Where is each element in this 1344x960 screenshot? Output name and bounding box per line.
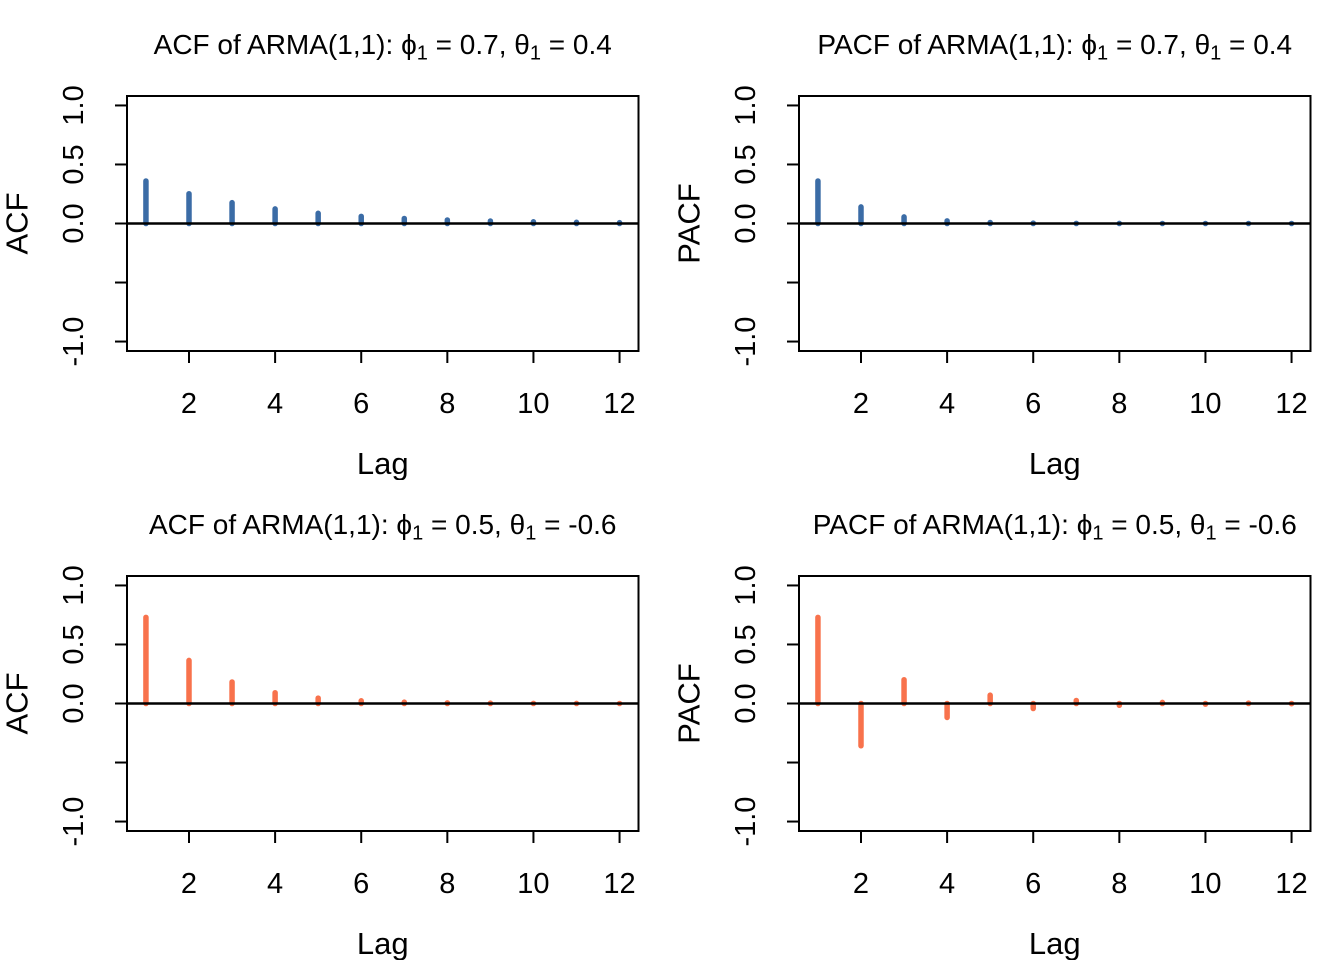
- pacf-top-right-y-axis-title: PACF: [672, 183, 707, 263]
- acf-chart-model2: 2 4 6 8 10 12 1.0 0.5 0.0 -1.0 Lag ACF ACF of ARMA(1…: [0, 509, 640, 960]
- pacf-bottom-right-x-tick-label-4: 4: [939, 868, 955, 900]
- acf-bottom-left-x-tick-label-12: 12: [603, 868, 635, 900]
- pacf-bottom-right-title: PACF of ARMA(1,1): ϕ1 = 0.5, θ1 = -0.6: [813, 509, 1297, 545]
- acf-top-left-x-axis-title: Lag: [357, 446, 409, 480]
- pacf-bottom-right-x-tick-label-10: 10: [1189, 868, 1221, 900]
- panel-bottom-right: 2 4 6 8 10 12 1.0 0.5 0.0 -1.0 Lag PACF PACF of ARMA…: [672, 480, 1344, 960]
- pacf-bottom-right-x-tick-label-8: 8: [1111, 868, 1127, 900]
- pacf-top-right-x-tick-label-2: 2: [853, 388, 869, 420]
- panel-top-right: 2 4 6 8 10 12 1.0 0.5 0.0 -1.0 Lag PACF PACF of ARMA…: [672, 0, 1344, 480]
- pacf-bottom-right-x-axis-title: Lag: [1029, 926, 1081, 960]
- acf-bottom-left-x-tick-label-2: 2: [181, 868, 197, 900]
- pacf-top-right-title: PACF of ARMA(1,1): ϕ1 = 0.7, θ1 = 0.4: [817, 29, 1292, 65]
- acf-top-left-y-tick-label--1: -1.0: [58, 317, 90, 367]
- pacf-bottom-right-y-tick-label-0.5: 0.5: [730, 624, 762, 664]
- pacf-top-right-y-tick-label--1: -1.0: [730, 317, 762, 367]
- acf-top-left-x-tick-label-12: 12: [603, 388, 635, 420]
- panel-top-left: 2 4 6 8 10 12 1.0 0.5 0.0 -1.0 Lag ACF ACF of ARMA(1…: [0, 0, 672, 480]
- acf-bottom-left-x-tick-label-8: 8: [439, 868, 455, 900]
- acf-top-left-x-tick-label-6: 6: [353, 388, 369, 420]
- acf-chart-model1: 2 4 6 8 10 12 1.0 0.5 0.0 -1.0 Lag ACF ACF of ARMA(1…: [0, 29, 640, 480]
- pacf-chart-model1: 2 4 6 8 10 12 1.0 0.5 0.0 -1.0 Lag PACF PACF of ARMA…: [672, 29, 1312, 480]
- acf-top-left-y-tick-label-1: 1.0: [58, 85, 90, 125]
- acf-top-left-x-tick-label-8: 8: [439, 388, 455, 420]
- acf-bottom-left-x-tick-label-10: 10: [517, 868, 549, 900]
- acf-top-left-y-tick-label-0: 0.0: [58, 203, 90, 243]
- pacf-top-right-x-tick-label-12: 12: [1275, 388, 1307, 420]
- pacf-bottom-right-x-tick-label-2: 2: [853, 868, 869, 900]
- acf-bottom-left-x-tick-label-4: 4: [267, 868, 283, 900]
- acf-bottom-left-y-axis-title: ACF: [0, 673, 35, 735]
- pacf-top-right-x-axis-title: Lag: [1029, 446, 1081, 480]
- acf-bottom-left-x-tick-label-6: 6: [353, 868, 369, 900]
- acf-top-left-x-tick-label-2: 2: [181, 388, 197, 420]
- pacf-top-right-y-tick-label-0.5: 0.5: [730, 144, 762, 184]
- acf-bottom-left-x-axis-title: Lag: [357, 926, 409, 960]
- pacf-bottom-right-y-axis-title: PACF: [672, 663, 707, 743]
- acf-top-left-y-axis-title: ACF: [0, 193, 35, 255]
- acf-top-left-title: ACF of ARMA(1,1): ϕ1 = 0.7, θ1 = 0.4: [154, 29, 612, 65]
- pacf-top-right-x-tick-label-4: 4: [939, 388, 955, 420]
- panel-bottom-left: 2 4 6 8 10 12 1.0 0.5 0.0 -1.0 Lag ACF ACF of ARMA(1…: [0, 480, 672, 960]
- acf-top-left-y-tick-label-0.5: 0.5: [58, 144, 90, 184]
- pacf-top-right-x-tick-label-10: 10: [1189, 388, 1221, 420]
- pacf-top-right-x-tick-label-6: 6: [1025, 388, 1041, 420]
- acf-top-left-x-tick-label-10: 10: [517, 388, 549, 420]
- pacf-bottom-right-y-tick-label-1: 1.0: [730, 565, 762, 605]
- acf-top-left-x-tick-label-4: 4: [267, 388, 283, 420]
- acf-bottom-left-y-tick-label-0: 0.0: [58, 683, 90, 723]
- pacf-top-right-x-tick-label-8: 8: [1111, 388, 1127, 420]
- pacf-bottom-right-x-tick-label-12: 12: [1275, 868, 1307, 900]
- pacf-chart-model2: 2 4 6 8 10 12 1.0 0.5 0.0 -1.0 Lag PACF PACF of ARMA…: [672, 509, 1312, 960]
- pacf-bottom-right-y-tick-label-0: 0.0: [730, 683, 762, 723]
- pacf-bottom-right-x-tick-label-6: 6: [1025, 868, 1041, 900]
- acf-bottom-left-title: ACF of ARMA(1,1): ϕ1 = 0.5, θ1 = -0.6: [149, 509, 617, 545]
- acf-bottom-left-y-tick-label-0.5: 0.5: [58, 624, 90, 664]
- acf-bottom-left-y-tick-label--1: -1.0: [58, 797, 90, 847]
- acf-bottom-left-y-tick-label-1: 1.0: [58, 565, 90, 605]
- pacf-top-right-y-tick-label-1: 1.0: [730, 85, 762, 125]
- pacf-bottom-right-y-tick-label--1: -1.0: [730, 797, 762, 847]
- pacf-top-right-y-tick-label-0: 0.0: [730, 203, 762, 243]
